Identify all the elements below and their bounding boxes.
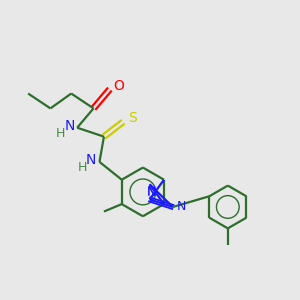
Text: S: S <box>128 111 136 125</box>
Text: N: N <box>146 185 156 198</box>
Text: N: N <box>64 119 75 133</box>
Text: O: O <box>113 79 124 93</box>
Text: H: H <box>56 127 65 140</box>
Text: N: N <box>176 200 186 214</box>
Text: N: N <box>146 185 156 199</box>
Text: H: H <box>77 161 87 174</box>
Text: N: N <box>86 153 96 167</box>
